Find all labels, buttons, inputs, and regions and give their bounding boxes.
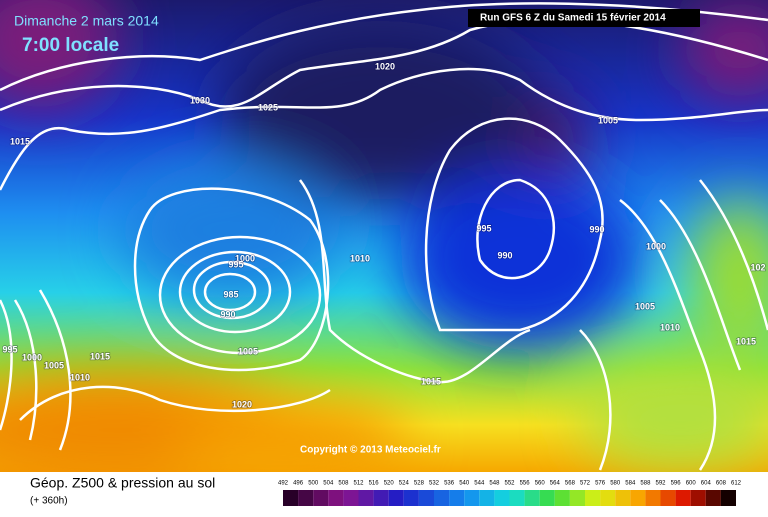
scale-swatch	[388, 490, 404, 506]
footer-title: Géop. Z500 & pression au sol	[30, 475, 215, 491]
isobar-label: 990	[220, 309, 235, 319]
isobar-label: 1000	[235, 253, 255, 263]
isobar-label: 1000	[646, 241, 666, 251]
scale-label: 528	[414, 481, 425, 487]
scale-label: 604	[701, 481, 712, 487]
scale-swatch	[418, 490, 434, 506]
scale-label: 532	[429, 481, 440, 487]
scale-swatch	[600, 490, 616, 506]
scale-label: 592	[655, 481, 666, 487]
scale-label: 556	[520, 481, 531, 487]
isobar-label: 1020	[375, 61, 395, 71]
isobar-labels: 1030 1025 1020 1015 1005 995 990 1000 990 1010 100…	[2, 61, 767, 411]
scale-swatch	[645, 490, 661, 506]
scale-swatch	[358, 490, 374, 506]
scale-swatch	[539, 490, 555, 506]
isobar-label: 1025	[258, 102, 278, 112]
scale-swatch	[313, 490, 329, 506]
scale-swatch	[705, 490, 721, 506]
scale-label: 548	[489, 481, 500, 487]
scale-swatch	[283, 490, 299, 506]
isobar-label: 990	[497, 250, 512, 260]
isobar-label: 1010	[660, 322, 680, 332]
run-box	[468, 9, 700, 27]
scale-swatch	[675, 490, 691, 506]
scale-swatch	[373, 490, 389, 506]
run-label: Run GFS 6 Z du Samedi 15 février 2014	[480, 13, 666, 24]
scale-swatch	[630, 490, 646, 506]
scale-label: 576	[595, 481, 606, 487]
date-label: Dimanche 2 mars 2014	[14, 13, 159, 29]
isobar-label: 995	[2, 344, 17, 354]
scale-swatch	[328, 490, 344, 506]
isobar-label: 1015	[90, 351, 110, 361]
isobar-label: 1005	[238, 346, 258, 356]
scale-swatch	[509, 490, 525, 506]
scale-swatch	[479, 490, 495, 506]
scale-label: 520	[384, 481, 395, 487]
scale-label: 608	[716, 481, 727, 487]
scale-label: 512	[353, 481, 364, 487]
isobar-label: 102	[750, 262, 765, 272]
scale-swatch	[298, 490, 314, 506]
scale-label: 504	[323, 481, 334, 487]
isobar-label: 995	[228, 259, 243, 269]
scale-swatch	[494, 490, 510, 506]
scale-swatch	[660, 490, 676, 506]
scale-swatch	[569, 490, 585, 506]
isobar-label: 1010	[70, 372, 90, 382]
scale-label: 560	[535, 481, 546, 487]
scale-label: 500	[308, 481, 319, 487]
scale-label: 572	[580, 481, 591, 487]
scale-label: 588	[640, 481, 651, 487]
scale-label: 612	[731, 481, 742, 487]
scale-swatch	[524, 490, 540, 506]
field-shading	[0, 0, 768, 490]
scale-label: 524	[399, 481, 410, 487]
scale-swatch	[403, 490, 419, 506]
scale-label: 516	[369, 481, 380, 487]
scale-label: 552	[504, 481, 515, 487]
scale-swatch	[464, 490, 480, 506]
scale-label: 568	[565, 481, 576, 487]
scale-swatch	[554, 490, 570, 506]
scale-swatch	[585, 490, 601, 506]
isobar-label: 1005	[44, 360, 64, 370]
scale-swatch	[720, 490, 736, 506]
scale-swatch	[449, 490, 465, 506]
scale-swatch	[690, 490, 706, 506]
scale-label: 584	[625, 481, 636, 487]
isobar-label: 1030	[190, 95, 210, 105]
scale-label: 536	[444, 481, 455, 487]
isobar-label: 1005	[635, 301, 655, 311]
copyright: Copyright © 2013 Meteociel.fr	[300, 445, 441, 456]
scale-label: 600	[686, 481, 697, 487]
scale-label: 508	[338, 481, 349, 487]
scale-label: 496	[293, 481, 304, 487]
scale-label: 544	[474, 481, 485, 487]
scale-label: 580	[610, 481, 621, 487]
scale-swatch	[343, 490, 359, 506]
scale-label: 596	[671, 481, 682, 487]
isobar-label: 995	[476, 223, 491, 233]
isobar-label: 1005	[598, 115, 618, 125]
scale-label: 492	[278, 481, 289, 487]
scale-swatch	[615, 490, 631, 506]
isobar-label: 1010	[350, 253, 370, 263]
time-label: 7:00 locale	[22, 35, 119, 56]
isobar-label: 1020	[232, 399, 252, 409]
scale-swatch	[434, 490, 450, 506]
isobar-label: 990	[589, 224, 604, 234]
scale-label: 540	[459, 481, 470, 487]
isobar-label: 1015	[736, 336, 756, 346]
isobar-label: 985	[223, 289, 238, 299]
color-scale: 492 496 500 504 508 512 516 520 524 528 532 536 540 5…	[278, 481, 742, 506]
isobar-label: 1015	[421, 376, 441, 386]
isobar-label: 1015	[10, 136, 30, 146]
isobar-label: 1000	[22, 352, 42, 362]
footer-range: (+ 360h)	[30, 496, 68, 507]
scale-label: 564	[550, 481, 561, 487]
